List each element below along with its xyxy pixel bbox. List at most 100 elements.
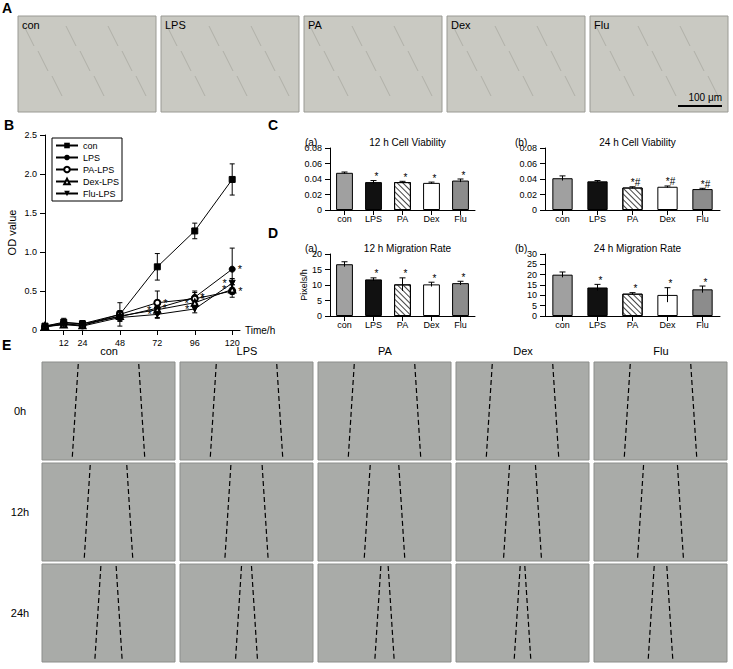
svg-text:C: C [268, 117, 278, 133]
svg-text:24h: 24h [11, 607, 29, 619]
svg-text:0: 0 [532, 205, 537, 215]
svg-text:*: * [148, 308, 153, 320]
svg-text:Dex-LPS: Dex-LPS [83, 177, 119, 187]
svg-text:*: * [404, 268, 408, 279]
svg-text:PA: PA [627, 320, 638, 330]
svg-text:2.0: 2.0 [24, 169, 37, 179]
svg-text:12 h Migration Rate: 12 h Migration Rate [364, 243, 452, 254]
svg-text:D: D [268, 225, 278, 241]
svg-text:Dex: Dex [423, 320, 440, 330]
svg-text:*: * [462, 272, 466, 283]
svg-text:Flu: Flu [454, 320, 467, 330]
svg-text:0.04: 0.04 [304, 174, 322, 184]
svg-text:*: * [669, 278, 673, 289]
svg-text:12h: 12h [11, 506, 29, 518]
svg-text:*: * [462, 170, 466, 181]
svg-text:PA: PA [627, 214, 638, 224]
svg-text:*: * [404, 172, 408, 183]
svg-text:Flu: Flu [696, 214, 709, 224]
svg-text:Pixels/h: Pixels/h [299, 269, 309, 301]
svg-text:96: 96 [190, 338, 200, 348]
svg-text:10: 10 [312, 280, 322, 290]
svg-text:con: con [83, 141, 98, 151]
svg-text:24 h Cell Viability: 24 h Cell Viability [599, 137, 676, 148]
svg-text:LPS: LPS [365, 214, 382, 224]
svg-text:*#: *# [631, 177, 641, 188]
svg-text:Time/h: Time/h [245, 325, 275, 336]
svg-text:con: con [555, 320, 570, 330]
svg-text:Dex: Dex [659, 320, 676, 330]
svg-text:PA-LPS: PA-LPS [83, 165, 114, 175]
svg-text:LPS: LPS [589, 214, 606, 224]
svg-text:*: * [375, 171, 379, 182]
svg-text:Flu-LPS: Flu-LPS [83, 189, 116, 199]
svg-text:*: * [704, 277, 708, 288]
svg-text:0: 0 [317, 205, 322, 215]
svg-text:24: 24 [77, 338, 87, 348]
svg-text:25: 25 [527, 259, 537, 269]
svg-text:12 h Cell Viability: 12 h Cell Viability [369, 137, 446, 148]
svg-text:100 μm: 100 μm [688, 92, 722, 103]
svg-text:10: 10 [527, 290, 537, 300]
svg-text:Flu: Flu [594, 19, 609, 31]
svg-text:0.04: 0.04 [519, 174, 537, 184]
svg-text:24 h Migration Rate: 24 h Migration Rate [594, 243, 682, 254]
svg-text:*: * [185, 303, 190, 315]
svg-text:*#: *# [701, 179, 711, 190]
svg-text:LPS: LPS [83, 153, 100, 163]
svg-text:0.06: 0.06 [304, 159, 322, 169]
svg-text:*: * [375, 268, 379, 279]
svg-text:PA: PA [378, 345, 393, 357]
svg-text:Dex: Dex [451, 19, 471, 31]
svg-text:B: B [4, 117, 14, 133]
svg-text:*: * [634, 283, 638, 294]
svg-text:PA: PA [308, 19, 323, 31]
svg-text:15: 15 [312, 265, 322, 275]
svg-text:A: A [2, 0, 12, 16]
svg-text:E: E [2, 337, 11, 353]
svg-text:15: 15 [527, 280, 537, 290]
svg-text:*: * [238, 263, 243, 275]
svg-text:Dex: Dex [659, 214, 676, 224]
svg-text:0: 0 [532, 311, 537, 321]
svg-text:0.06: 0.06 [519, 159, 537, 169]
svg-text:Flu: Flu [653, 345, 668, 357]
svg-text:0.02: 0.02 [304, 190, 322, 200]
svg-text:120: 120 [225, 338, 240, 348]
svg-text:5: 5 [317, 296, 322, 306]
svg-text:LPS: LPS [237, 345, 258, 357]
svg-text:*: * [238, 285, 243, 297]
svg-text:Flu: Flu [454, 214, 467, 224]
svg-text:Dex: Dex [423, 214, 440, 224]
svg-text:LPS: LPS [365, 320, 382, 330]
svg-text:72: 72 [152, 338, 162, 348]
svg-text:*#: *# [666, 176, 676, 187]
svg-text:Dex: Dex [513, 345, 533, 357]
svg-text:0.5: 0.5 [24, 286, 37, 296]
svg-text:*: * [201, 293, 206, 305]
svg-text:1.5: 1.5 [24, 208, 37, 218]
svg-text:Flu: Flu [696, 320, 709, 330]
svg-text:LPS: LPS [589, 320, 606, 330]
svg-text:0: 0 [32, 325, 37, 335]
svg-text:PA: PA [397, 320, 408, 330]
svg-text:(a): (a) [305, 137, 317, 148]
svg-text:OD value: OD value [6, 210, 18, 256]
svg-text:(a): (a) [305, 243, 317, 254]
svg-text:2.5: 2.5 [24, 130, 37, 140]
svg-text:*: * [163, 297, 168, 309]
svg-text:30: 30 [527, 249, 537, 259]
svg-text:*: * [433, 273, 437, 284]
svg-text:con: con [22, 19, 40, 31]
svg-text:LPS: LPS [165, 19, 186, 31]
svg-text:*: * [599, 275, 603, 286]
svg-text:*: * [433, 173, 437, 184]
svg-text:5: 5 [532, 301, 537, 311]
svg-text:con: con [555, 214, 570, 224]
svg-text:0: 0 [317, 311, 322, 321]
svg-text:(b): (b) [515, 243, 527, 254]
svg-text:0h: 0h [14, 405, 26, 417]
svg-text:con: con [337, 214, 352, 224]
svg-text:12: 12 [59, 338, 69, 348]
svg-text:con: con [337, 320, 352, 330]
